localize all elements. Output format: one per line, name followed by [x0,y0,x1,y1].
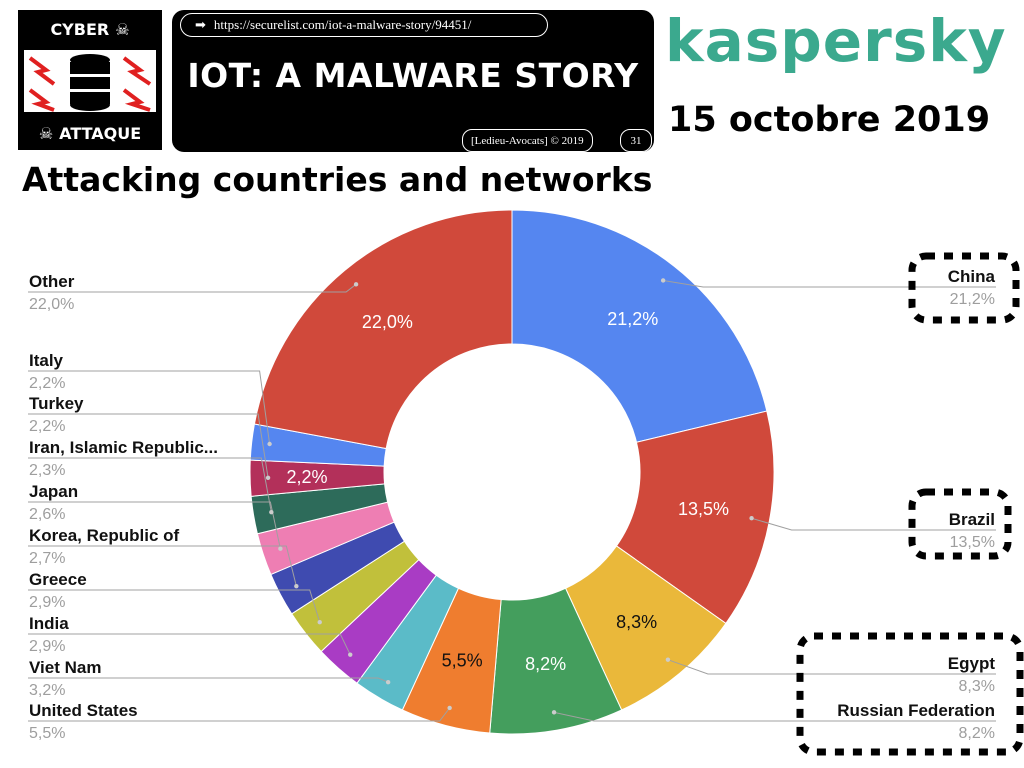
legend-label-viet-nam: Viet Nam [29,658,101,677]
slice-label-brazil: 13,5% [678,499,729,519]
leader-dot-united-states [447,705,452,711]
leader-united-states [28,707,451,722]
title-panel: ➡ https://securelist.com/iot-a-malware-s… [172,10,654,152]
legend-label-united-states: United States [29,701,138,720]
legend-value-brazil: 13,5% [950,534,995,551]
leader-dot-china [660,278,666,283]
leader-china [663,279,996,288]
slice-brazil [615,410,775,625]
leader-dot-korea-republic-of [294,583,299,589]
leader-dot-italy [267,441,272,447]
legend-value-iran-islamic-republic: 2,3% [29,462,65,479]
date-label: 15 octobre 2019 [668,100,991,140]
logo-bottom-band: ☠ ATTAQUE [18,116,162,150]
legend-value-korea-republic-of: 2,7% [29,550,65,567]
source-url[interactable]: https://securelist.com/iot-a-malware-sto… [213,17,472,32]
slice-label-russian-federation: 8,2% [525,654,566,674]
logo-bottom-text: ATTAQUE [59,123,142,143]
legend-label-korea-republic-of: Korea, Republic of [29,526,180,545]
slice-label-turkey: 2,2% [287,467,328,487]
arrow-right-icon: ➡ [195,17,206,32]
legend-value-turkey: 2,2% [29,418,65,435]
slice-label-egypt: 8,3% [616,612,657,632]
legend-label-italy: Italy [29,351,64,370]
leader-dot-other [353,282,359,287]
leader-dot-viet-nam [385,680,391,685]
leader-dot-india [348,652,353,657]
legend-value-russian-federation: 8,2% [959,725,995,742]
leader-iran-islamic-republic [28,457,272,513]
logo-top-text: CYBER [50,19,110,39]
leader-dot-egypt [665,657,671,662]
leader-dot-russian-federation [551,710,557,715]
leader-india [28,633,351,655]
kaspersky-logo: kaspersky [665,7,1007,75]
leader-dot-brazil [749,516,754,521]
legend-value-greece: 2,9% [29,594,65,611]
leader-italy [28,370,271,445]
chart-title: Attacking countries and networks [22,160,653,199]
legend-label-other: Other [29,272,75,291]
legend-label-japan: Japan [29,482,78,501]
legend-label-brazil: Brazil [949,510,995,529]
legend-label-egypt: Egypt [948,654,996,673]
skull-icon: ☠ [38,123,54,143]
legend-label-iran-islamic-republic: Iran, Islamic Republic... [29,438,218,457]
slice-china [511,209,768,443]
slide-title: IOT: A MALWARE STORY [187,56,639,95]
legend-label-china: China [948,267,996,286]
legend-value-other: 22,0% [29,296,74,313]
database-attack-icon [28,54,152,112]
logo-top-band: CYBER ☠ [18,12,162,46]
slice-label-china: 21,2% [607,309,658,329]
leader-korea-republic-of [28,545,297,587]
skull-icon: ☠ [115,19,130,39]
slice-other [253,209,513,450]
legend-value-viet-nam: 3,2% [29,682,65,699]
legend-value-china: 21,2% [950,291,995,308]
page-number: 31 [620,129,652,152]
legend-value-japan: 2,6% [29,506,65,523]
legend-value-united-states: 5,5% [29,725,65,742]
leader-dot-iran-islamic-republic [269,509,274,515]
leader-viet-nam [28,677,389,683]
legend-label-turkey: Turkey [29,394,84,413]
logo-graphic [24,50,156,112]
highlight-box-china [908,252,1020,324]
slice-label-united-states: 5,5% [442,651,483,671]
leader-dot-greece [317,620,322,625]
leader-other [28,283,357,293]
leader-brazil [751,517,996,531]
legend-label-india: India [29,614,69,633]
legend-label-russian-federation: Russian Federation [837,701,995,720]
credit-pill: [Ledieu-Avocats] © 2019 [462,129,593,152]
legend-value-india: 2,9% [29,638,65,655]
leader-russian-federation [553,711,996,722]
highlight-box-egypt-russia [796,632,1024,756]
legend-value-egypt: 8,3% [959,678,995,695]
legend-label-greece: Greece [29,570,87,589]
slice-label-other: 22,0% [362,312,413,332]
leader-turkey [28,413,269,478]
cyber-attaque-logo: CYBER ☠ ☠ ATTAQUE [18,10,162,150]
legend-value-italy: 2,2% [29,375,65,392]
leader-dot-turkey [265,475,271,480]
leader-dot-japan [278,546,283,551]
leader-japan [28,501,281,549]
leader-egypt [667,659,996,675]
highlight-box-brazil [908,488,1012,560]
leader-greece [28,589,321,623]
url-pill[interactable]: ➡ https://securelist.com/iot-a-malware-s… [180,13,548,37]
